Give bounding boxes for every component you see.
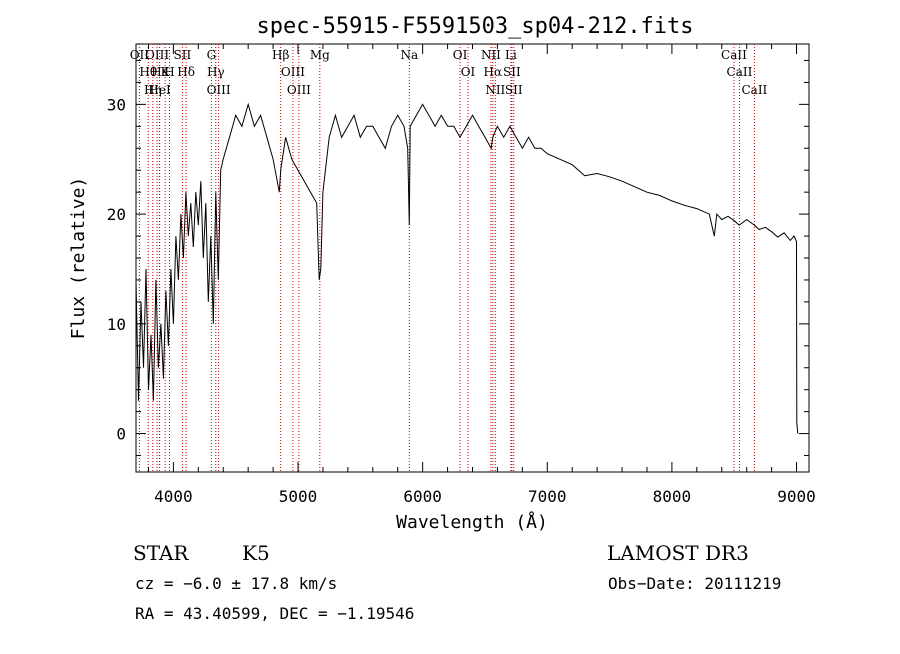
line-label: K	[161, 65, 171, 79]
line-label: SII	[503, 65, 521, 79]
x-axis-label: Wavelength (Å)	[396, 511, 548, 533]
line-label: H	[164, 65, 174, 79]
survey-name: LAMOST DR3	[607, 541, 749, 565]
line-label: Hγ	[207, 65, 225, 79]
object-class: STAR	[133, 541, 189, 565]
line-label: CaII	[721, 48, 747, 62]
line-label: Hα	[484, 65, 503, 79]
line-label: OI	[461, 65, 476, 79]
y-tick-label: 20	[107, 205, 126, 224]
x-tick-label: 4000	[154, 487, 193, 506]
x-tick-label: 8000	[653, 487, 692, 506]
line-label: Li	[505, 48, 517, 62]
line-label: NII	[485, 83, 505, 97]
line-label: CaII	[727, 65, 753, 79]
y-tick-label: 30	[107, 95, 126, 114]
line-label: CaII	[741, 83, 767, 97]
chart-title: spec-55915-F5591503_sp04-212.fits	[256, 14, 693, 39]
y-axis-label: Flux (relative)	[68, 177, 89, 340]
line-label: OIII	[281, 65, 305, 79]
line-label: NII	[481, 48, 501, 62]
spectral-line-markers	[138, 44, 755, 472]
x-tick-label: 6000	[403, 487, 442, 506]
line-label: Hβ	[272, 48, 289, 62]
obs-date: Obs−Date: 20111219	[608, 574, 781, 593]
object-subclass: K5	[242, 541, 270, 565]
x-tick-label: 7000	[528, 487, 567, 506]
line-label: G	[207, 48, 217, 62]
line-label: OI	[453, 48, 468, 62]
y-tick-label: 0	[116, 425, 126, 444]
velocity-readout: cz = −6.0 ± 17.8 km/s	[135, 574, 337, 593]
line-label: Hδ	[177, 65, 195, 79]
line-label: Hθ	[139, 65, 157, 79]
line-label: SII	[174, 48, 192, 62]
x-tick-label: 5000	[279, 487, 318, 506]
line-label: OIII	[287, 83, 311, 97]
line-label: Hε	[151, 65, 168, 79]
coordinates: RA = 43.40599, DEC = −1.19546	[135, 604, 414, 623]
spectrum-line	[135, 102, 799, 434]
line-label: Na	[400, 48, 418, 62]
line-label: HeI	[148, 83, 171, 97]
plot-frame	[135, 43, 810, 473]
line-label: Hη	[144, 83, 162, 97]
x-tick-label: 9000	[777, 487, 816, 506]
x-axis-ticks: 4000 5000 6000 7000 8000 9000	[147, 44, 816, 506]
spectral-line-labels: OIIHθHηOIIIHεHeIKHSIIHδGHγOIIIHβOIIIOIII…	[130, 48, 768, 97]
line-label: SII	[505, 83, 523, 97]
line-label: Mg	[310, 48, 330, 62]
line-label: OIII	[145, 48, 169, 62]
line-label: OIII	[207, 83, 231, 97]
y-tick-label: 10	[107, 315, 126, 334]
line-label: OII	[130, 48, 150, 62]
y-axis-ticks: 0 10 20 30	[107, 59, 809, 457]
